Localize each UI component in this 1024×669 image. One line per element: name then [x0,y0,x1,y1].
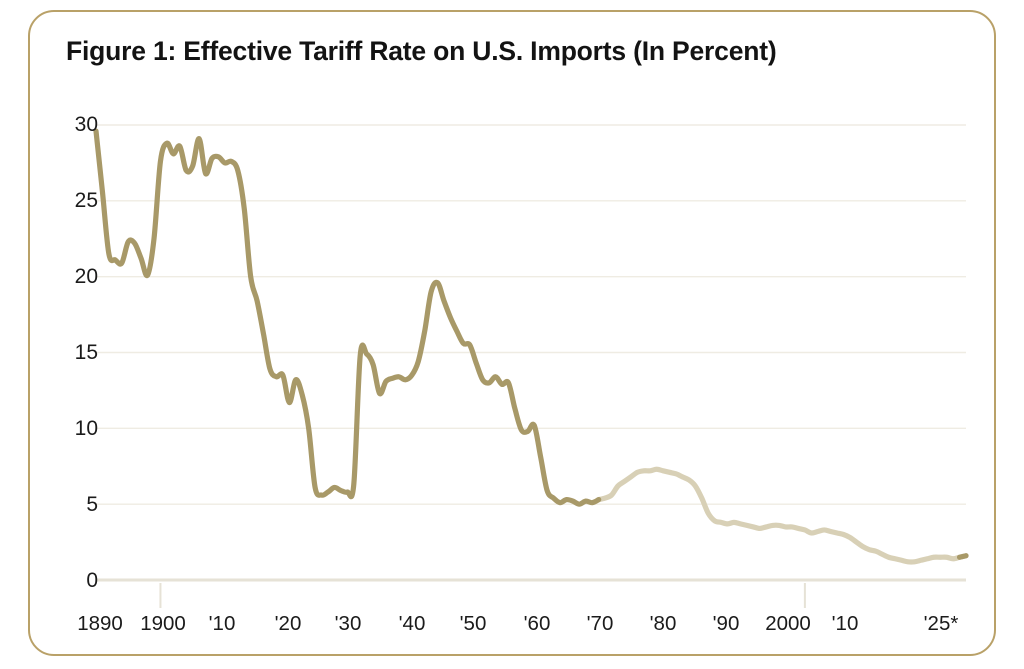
figure-title: Figure 1: Effective Tariff Rate on U.S. … [66,36,777,66]
figure-card: Figure 1: Effective Tariff Rate on U.S. … [28,10,996,656]
